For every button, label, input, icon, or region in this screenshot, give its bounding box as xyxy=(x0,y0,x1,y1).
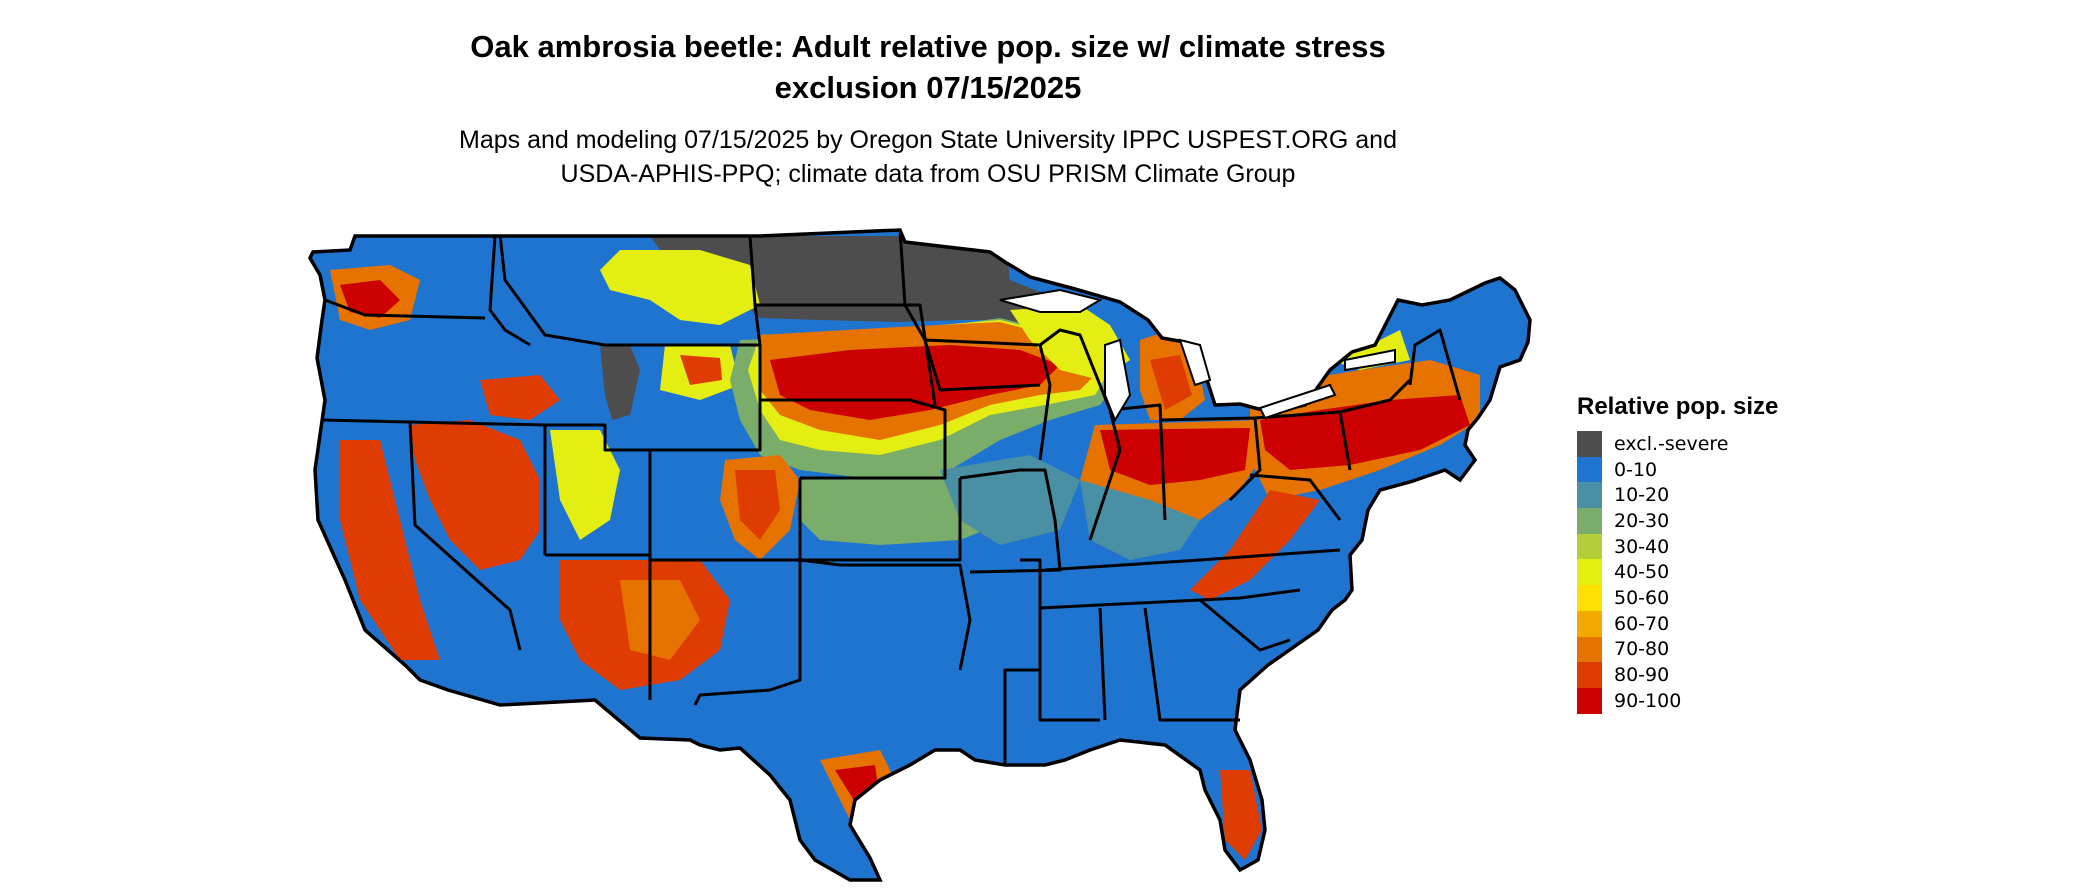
idaho-red xyxy=(480,375,560,420)
arizona-orange xyxy=(620,580,700,660)
legend-item: 90-100 xyxy=(1577,687,1778,714)
new-england-border xyxy=(1408,328,1462,401)
legend-item: 30-40 xyxy=(1577,533,1778,560)
ga-sc-border xyxy=(1199,598,1291,652)
appalachian-red xyxy=(1190,490,1320,600)
legend-item: 10-20 xyxy=(1577,482,1778,509)
ms-border xyxy=(1038,608,1100,722)
wv-va-border xyxy=(1249,473,1342,521)
legend-label: excl.-severe xyxy=(1614,432,1729,455)
wa-or-border xyxy=(324,298,486,320)
legend-label: 60-70 xyxy=(1614,612,1670,635)
population-raster xyxy=(310,230,1530,880)
ms-al-border xyxy=(1098,607,1107,721)
legend-item: 80-90 xyxy=(1577,662,1778,688)
lake-ontario xyxy=(1344,348,1396,372)
ok-border xyxy=(799,558,972,671)
lake-erie xyxy=(1258,383,1337,420)
legend: Relative pop. size excl.-severe 0-10 10-20… xyxy=(1577,393,1778,714)
legend-label: 90-100 xyxy=(1614,689,1682,712)
map-title: Oak ambrosia beetle: Adult relative pop.… xyxy=(0,26,1856,108)
wyoming-border xyxy=(605,343,762,452)
legend-item: 70-80 xyxy=(1577,636,1778,663)
utah-yellow xyxy=(550,430,620,540)
legend-swatch xyxy=(1577,431,1602,457)
ohio-valley-red xyxy=(1100,428,1250,485)
florida-red xyxy=(1220,770,1262,860)
id-western-border xyxy=(488,235,531,347)
ca-nv-border xyxy=(321,418,522,651)
legend-item: 20-30 xyxy=(1577,508,1778,534)
tn-south-border xyxy=(1039,588,1301,610)
washington-red xyxy=(340,280,400,318)
map-subtitle: Maps and modeling 07/15/2025 by Oregon S… xyxy=(0,123,1856,191)
legend-swatch xyxy=(1577,508,1602,534)
subtitle-line-1: Maps and modeling 07/15/2025 by Oregon S… xyxy=(459,126,1397,154)
legend-title: Relative pop. size xyxy=(1577,393,1779,420)
nd-sd-border xyxy=(755,303,937,406)
kentucky-teal xyxy=(1080,480,1200,560)
legend-label: 40-50 xyxy=(1614,561,1670,584)
legend-item: 40-50 xyxy=(1577,559,1778,586)
in-oh-border xyxy=(1159,416,1262,502)
il-in-border xyxy=(1109,403,1167,521)
legend-label: 80-90 xyxy=(1614,664,1670,687)
legend-swatch xyxy=(1577,636,1602,663)
california-red xyxy=(340,440,440,660)
legend-label: 30-40 xyxy=(1614,535,1670,558)
lake-huron xyxy=(1178,338,1212,387)
lake-superior xyxy=(999,288,1103,313)
legend-label: 0-10 xyxy=(1614,458,1658,481)
legend-item: 60-70 xyxy=(1577,610,1778,637)
legend-swatch xyxy=(1577,585,1602,611)
legend-swatch xyxy=(1577,687,1602,714)
michigan-red xyxy=(1150,355,1192,410)
ny-border xyxy=(1339,378,1412,414)
ne-border xyxy=(760,398,947,480)
legend-swatch xyxy=(1577,456,1602,483)
legend-label: 20-30 xyxy=(1614,509,1670,532)
legend-swatch xyxy=(1577,482,1602,509)
legend-label: 50-60 xyxy=(1614,586,1670,609)
lake-michigan xyxy=(1104,338,1132,423)
az-nm-border xyxy=(545,553,652,700)
colorado-front-red xyxy=(735,470,780,540)
great-lakes xyxy=(999,288,1396,423)
nevada-red xyxy=(410,420,540,570)
legend-item: 0-10 xyxy=(1577,456,1778,483)
subtitle-line-2: USDA-APHIS-PPQ; climate data from OSU PR… xyxy=(560,160,1296,188)
mt-id-border xyxy=(498,234,606,347)
title-line-1: Oak ambrosia beetle: Adult relative pop.… xyxy=(470,29,1386,64)
legend-items: excl.-severe 0-10 10-20 20-30 30-40 40-50 50-6… xyxy=(1577,431,1778,714)
nm-tx-border xyxy=(650,558,802,706)
ia-border xyxy=(924,338,1052,461)
excluded-wyoming-patch xyxy=(600,345,640,420)
legend-label: 10-20 xyxy=(1614,484,1670,507)
legend-swatch xyxy=(1577,662,1602,688)
ks-border xyxy=(798,478,962,562)
wyoming-red xyxy=(680,355,722,385)
state-boundaries xyxy=(321,229,1462,765)
al-ga-border xyxy=(1143,607,1240,722)
ut-wy-co-border xyxy=(545,423,652,560)
legend-swatch xyxy=(1577,559,1602,586)
wi-il-border xyxy=(1039,328,1122,541)
legend-swatch xyxy=(1577,533,1602,560)
mo-border xyxy=(959,468,1062,574)
legend-swatch xyxy=(1577,610,1602,637)
montana-yellow xyxy=(600,250,760,325)
legend-item: 50-60 xyxy=(1577,585,1778,611)
wisconsin-yellow xyxy=(1010,305,1130,380)
title-line-2: exclusion 07/15/2025 xyxy=(774,70,1082,105)
tn-ky-border xyxy=(1044,548,1341,572)
legend-item: excl.-severe xyxy=(1577,431,1778,457)
legend-label: 70-80 xyxy=(1614,638,1670,661)
